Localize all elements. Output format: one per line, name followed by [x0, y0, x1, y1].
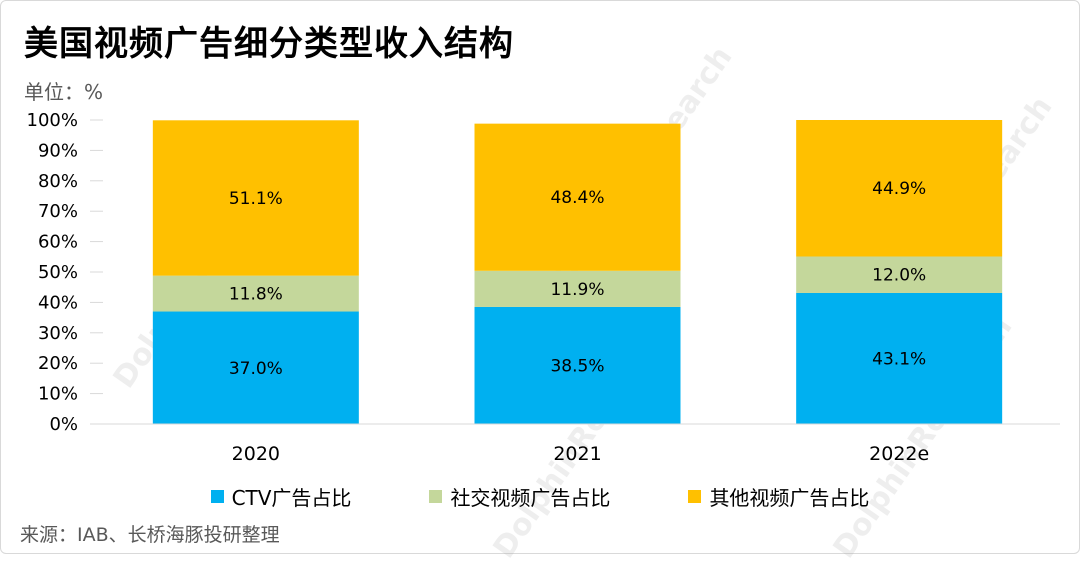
- legend-label: CTV广告占比: [231, 486, 352, 510]
- legend-item: CTV广告占比: [210, 482, 352, 511]
- legend: CTV广告占比 社交视频广告占比 其他视频广告占比: [0, 482, 1080, 511]
- data-label: 43.1%: [872, 349, 926, 369]
- bar-segment: [474, 270, 681, 307]
- stacked-bar-chart: 0% 10% 20% 30% 40% 50% 60% 70% 80% 90% 100% 37.0% 1…: [27, 110, 1060, 465]
- bar-segment: [152, 275, 359, 312]
- legend-swatch: [429, 490, 443, 503]
- y-tick-label: 60%: [38, 232, 78, 253]
- y-tick-label: 10%: [38, 384, 78, 405]
- data-label: 12.0%: [872, 266, 926, 286]
- y-tick-label: 20%: [38, 353, 78, 374]
- bars: 37.0% 11.8% 51.1% 38.5% 11.9% 48.4% 43.1% 12.0%…: [152, 120, 1003, 424]
- data-label: 44.9%: [872, 179, 926, 199]
- legend-label: 社交视频广告占比: [450, 486, 611, 510]
- bar-segment: [796, 120, 1003, 257]
- y-axis: 0% 10% 20% 30% 40% 50% 60% 70% 80% 90% 100%: [27, 110, 103, 435]
- bar-segment: [152, 120, 359, 276]
- x-axis: 2020 2021 2022e: [95, 423, 1060, 465]
- y-tick-label: 100%: [27, 110, 78, 131]
- bar-segment: [152, 311, 359, 424]
- y-tick-label: 40%: [38, 292, 78, 313]
- bar-segment: [796, 292, 1003, 424]
- chart-title: 美国视频广告细分类型收入结构: [24, 24, 514, 64]
- y-tick-label: 0%: [49, 414, 78, 435]
- y-tick-label: 70%: [38, 201, 78, 222]
- data-label: 37.0%: [229, 359, 283, 379]
- y-tick-label: 90%: [38, 140, 78, 161]
- y-tick-label: 80%: [38, 171, 78, 192]
- x-category-label: 2021: [553, 443, 601, 465]
- bar-segment: [474, 123, 681, 271]
- bar-segment: [474, 306, 681, 424]
- legend-label: 其他视频广告占比: [709, 486, 870, 510]
- data-label: 11.9%: [550, 280, 604, 300]
- data-label: 48.4%: [550, 188, 604, 208]
- data-label: 38.5%: [550, 356, 604, 376]
- legend-item: 其他视频广告占比: [688, 482, 869, 511]
- source-note: 来源：IAB、长桥海豚投研整理: [20, 524, 280, 546]
- data-label: 51.1%: [229, 189, 283, 209]
- x-category-label: 2022e: [869, 443, 929, 465]
- unit-label: 单位：%: [24, 80, 104, 104]
- y-tick-label: 30%: [38, 323, 78, 344]
- data-label: 11.8%: [229, 285, 283, 305]
- legend-swatch: [210, 490, 224, 503]
- legend-swatch: [688, 490, 702, 503]
- bar-segment: [796, 256, 1003, 293]
- x-category-label: 2020: [232, 443, 280, 465]
- legend-item: 社交视频广告占比: [429, 482, 610, 511]
- y-tick-label: 50%: [38, 262, 78, 283]
